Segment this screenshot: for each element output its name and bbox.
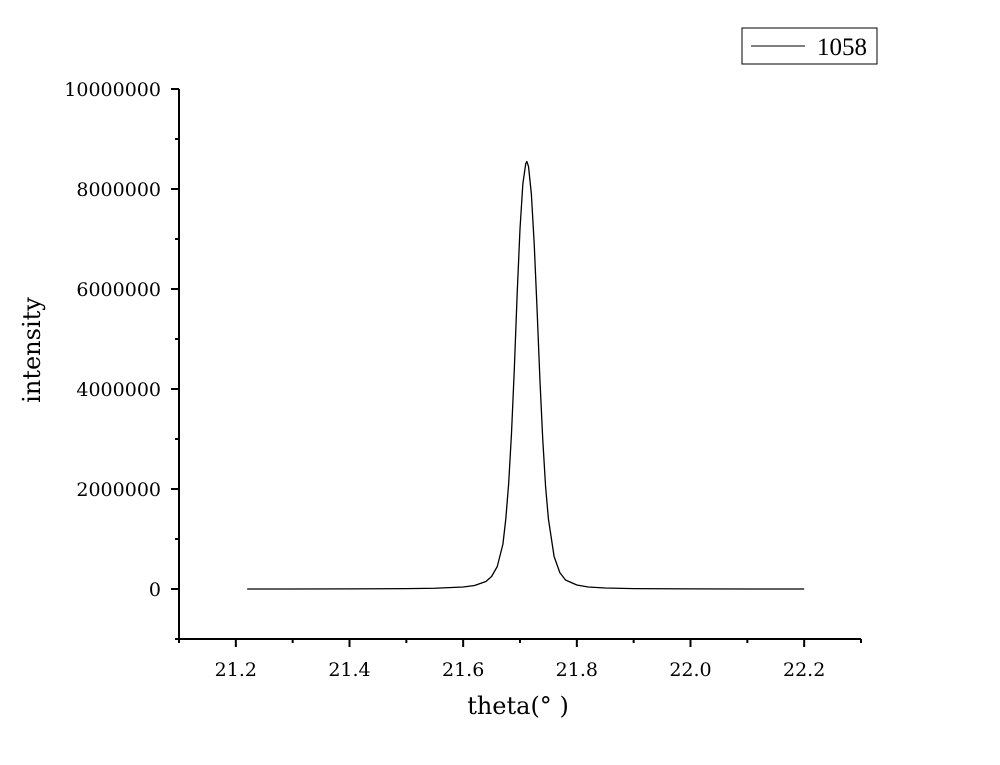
y-axis: 0 2000000 4000000 6000000 8000000 10000000: [64, 79, 180, 640]
x-tick-label: 22.2: [783, 659, 825, 681]
x-axis: 21.2 21.4 21.6 21.8 22.0 22.2: [178, 638, 862, 681]
x-tick-label: 21.4: [328, 659, 370, 681]
x-tick-label: 21.6: [442, 659, 484, 681]
y-tick-label: 6000000: [76, 279, 161, 301]
legend: 1058: [741, 27, 878, 65]
y-tick-label: 10000000: [64, 79, 161, 101]
y-tick-label: 4000000: [76, 379, 161, 401]
x-tick-label: 21.2: [215, 659, 257, 681]
series-line-0: [247, 160, 805, 590]
plot-area: [247, 160, 805, 590]
legend-label: 1058: [817, 34, 867, 61]
x-axis-title: theta(° ): [467, 692, 569, 720]
y-tick-label: 8000000: [76, 179, 161, 201]
x-tick-label: 21.8: [556, 659, 598, 681]
y-tick-label: 2000000: [76, 479, 161, 501]
y-axis-title: intensity: [18, 297, 46, 403]
y-tick-label: 0: [149, 579, 161, 601]
x-tick-label: 22.0: [669, 659, 711, 681]
